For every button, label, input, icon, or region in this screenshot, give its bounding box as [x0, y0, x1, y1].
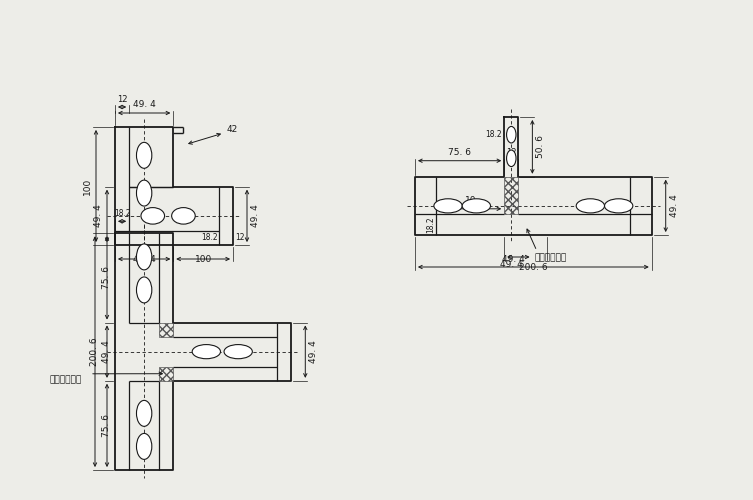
Ellipse shape [136, 244, 152, 270]
Text: 12: 12 [235, 234, 245, 242]
Ellipse shape [136, 434, 152, 460]
Text: 50. 6: 50. 6 [536, 136, 545, 158]
Text: 200. 6: 200. 6 [90, 338, 99, 366]
Ellipse shape [434, 199, 462, 213]
Ellipse shape [136, 400, 152, 426]
Ellipse shape [136, 142, 152, 169]
Text: 49. 4: 49. 4 [102, 340, 111, 363]
Text: 42: 42 [227, 125, 238, 134]
Text: 18.2: 18.2 [426, 216, 435, 232]
Text: 吹き抜け部分: 吹き抜け部分 [50, 376, 82, 385]
Ellipse shape [507, 126, 516, 143]
Ellipse shape [136, 277, 152, 303]
Text: 49. 4: 49. 4 [500, 260, 523, 269]
Text: 100: 100 [194, 255, 212, 264]
Text: 75. 6: 75. 6 [102, 414, 111, 437]
Text: 49. 4: 49. 4 [94, 204, 103, 227]
Text: 75. 6: 75. 6 [448, 148, 471, 156]
Text: 200. 6: 200. 6 [519, 263, 547, 272]
Text: 12: 12 [117, 95, 127, 104]
Ellipse shape [136, 180, 152, 206]
Text: 49. 4: 49. 4 [133, 255, 156, 264]
Ellipse shape [605, 199, 633, 213]
Text: 吹き抜け部分: 吹き抜け部分 [535, 253, 567, 262]
Text: 49. 4: 49. 4 [669, 194, 678, 217]
Text: 49. 4: 49. 4 [133, 100, 156, 109]
Text: 18.2: 18.2 [114, 210, 130, 218]
Text: 12: 12 [506, 148, 517, 156]
Text: 18.2: 18.2 [201, 234, 218, 242]
Text: 100: 100 [83, 178, 92, 194]
Text: 49. 4: 49. 4 [251, 204, 260, 227]
Ellipse shape [224, 344, 252, 358]
Text: 49. 4: 49. 4 [502, 255, 525, 264]
Ellipse shape [576, 199, 605, 213]
Ellipse shape [507, 150, 516, 166]
Ellipse shape [141, 208, 165, 224]
Ellipse shape [172, 208, 195, 224]
Text: 75. 6: 75. 6 [102, 266, 111, 289]
Ellipse shape [192, 344, 221, 358]
Ellipse shape [462, 199, 490, 213]
Text: 49. 4: 49. 4 [309, 340, 319, 363]
Text: 10: 10 [465, 196, 476, 205]
Text: 18.2: 18.2 [486, 130, 502, 140]
